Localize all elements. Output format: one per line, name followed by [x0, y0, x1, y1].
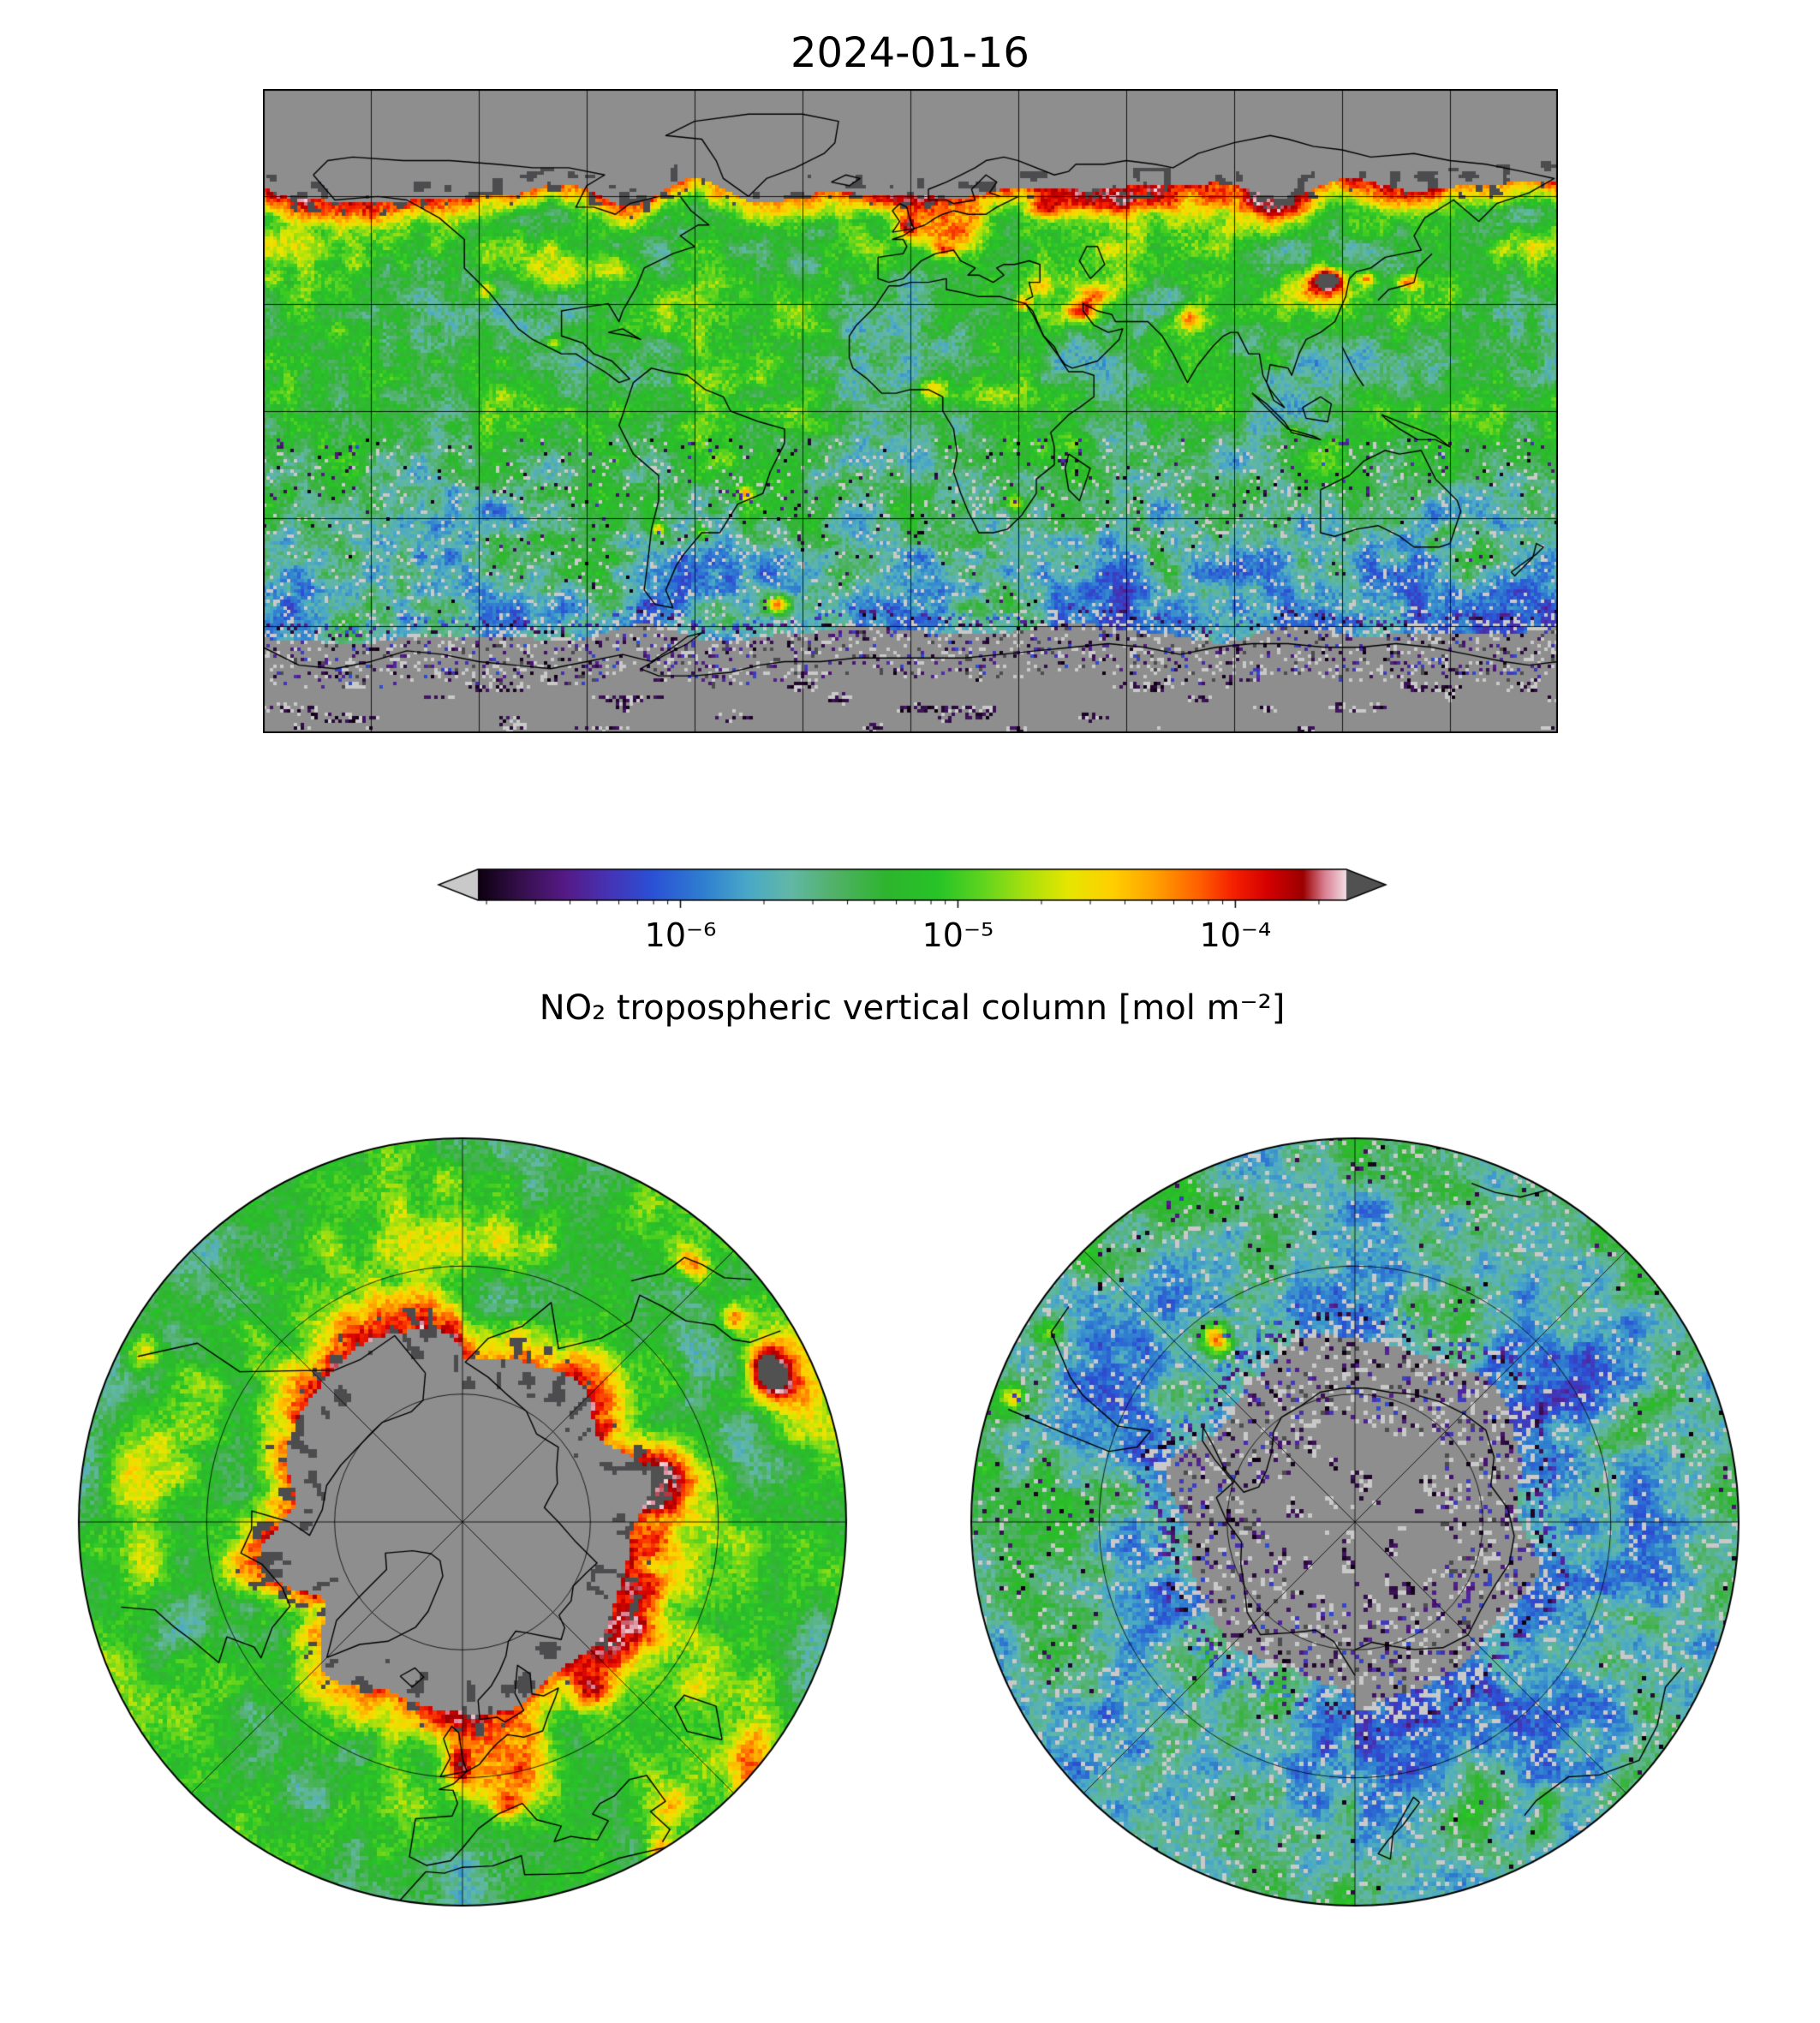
global-map-canvas — [263, 89, 1558, 733]
colorbar-label: NO₂ tropospheric vertical column [mol m⁻… — [539, 988, 1286, 1028]
colorbar: 10⁻⁶ 10⁻⁵ 10⁻⁴ NO₂ tropospheric vertical… — [437, 868, 1387, 1057]
south-polar-map-canvas — [965, 1132, 1745, 1912]
north-polar-map-canvas — [73, 1132, 852, 1912]
colorbar-tick-label: 10⁻⁴ — [1199, 916, 1272, 954]
colorbar-canvas — [437, 868, 1387, 913]
date-title: 2024-01-16 — [791, 29, 1029, 77]
colorbar-tick-label: 10⁻⁶ — [644, 916, 717, 954]
colorbar-tick-label: 10⁻⁵ — [922, 916, 994, 954]
